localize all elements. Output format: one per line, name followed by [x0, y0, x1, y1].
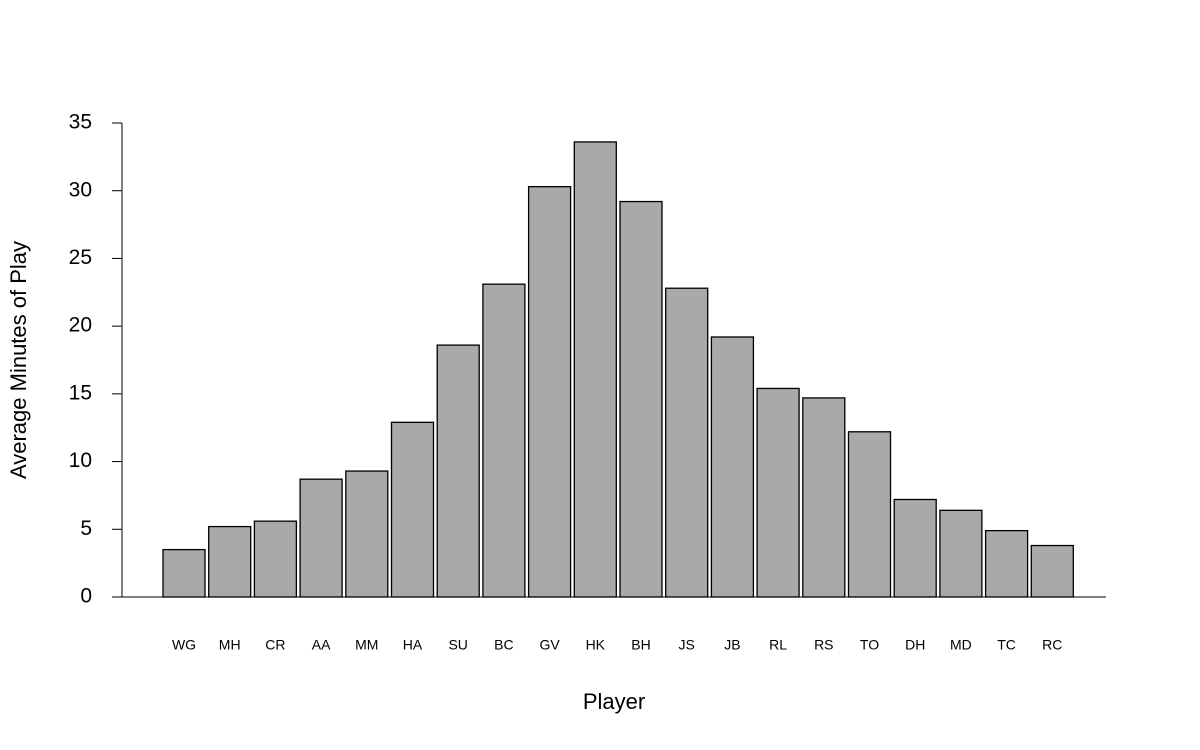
x-tick-label: GV	[539, 637, 560, 653]
bar	[939, 509, 983, 598]
x-tick-label: MH	[219, 637, 241, 653]
bar	[345, 470, 389, 598]
y-tick-label: 10	[69, 449, 92, 472]
bar	[208, 525, 252, 598]
x-tick-label: BC	[494, 637, 513, 653]
bar	[573, 141, 617, 598]
x-tick-label: CR	[265, 637, 285, 653]
bar	[162, 548, 206, 598]
y-tick-label: 25	[69, 246, 92, 269]
x-tick-label: WG	[172, 637, 196, 653]
bar	[527, 186, 572, 598]
x-axis-title: Player	[583, 689, 645, 714]
x-tick-label: AA	[312, 637, 331, 653]
x-tick-label: HK	[586, 637, 606, 653]
bar	[619, 200, 663, 598]
x-tick-label: JB	[724, 637, 740, 653]
bar	[756, 387, 800, 598]
x-tick-label: JS	[679, 637, 695, 653]
x-tick-label: MD	[950, 637, 972, 653]
bar	[482, 283, 526, 598]
x-tick-label: SU	[448, 637, 467, 653]
y-tick-label: 35	[69, 111, 92, 134]
y-tick-label: 0	[80, 585, 92, 608]
bar	[710, 336, 755, 598]
y-tick-label: 30	[69, 178, 92, 201]
bar	[847, 431, 892, 598]
bar	[1030, 544, 1074, 598]
x-tick-label: MM	[355, 637, 378, 653]
x-tick-label: DH	[905, 637, 925, 653]
x-tick-label: HA	[403, 637, 423, 653]
y-tick-label: 15	[69, 381, 92, 404]
bar	[299, 478, 343, 598]
y-axis-title: Average Minutes of Play	[6, 241, 31, 479]
x-tick-label: RS	[814, 637, 833, 653]
bar	[390, 421, 435, 598]
x-tick-label: BH	[631, 637, 650, 653]
x-tick-label: RL	[769, 637, 787, 653]
bar	[665, 287, 709, 598]
bar	[436, 344, 480, 598]
y-tick-label: 20	[69, 314, 92, 337]
bar	[893, 498, 937, 598]
bar	[984, 529, 1029, 598]
bar	[802, 397, 846, 598]
x-tick-label: RC	[1042, 637, 1062, 653]
bar	[253, 520, 298, 598]
x-tick-label: TC	[997, 637, 1016, 653]
x-tick-label: TO	[860, 637, 879, 653]
y-tick-label: 5	[80, 517, 92, 540]
